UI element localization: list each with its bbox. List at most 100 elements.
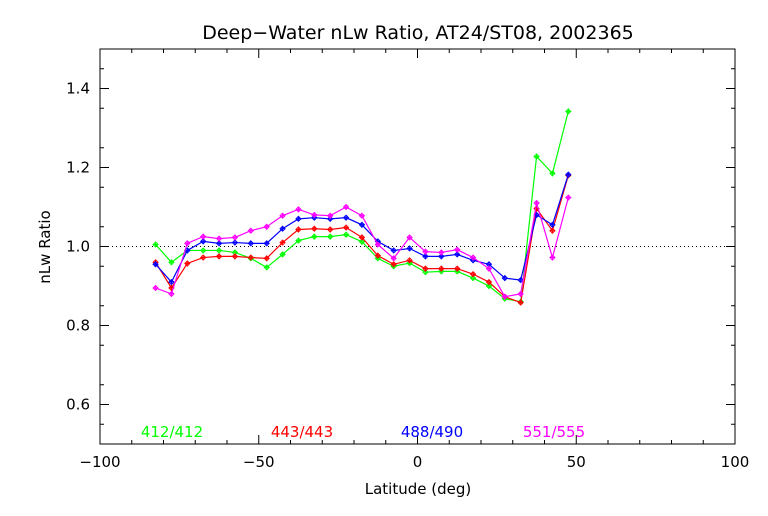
data-point [565,108,572,115]
data-point [215,253,223,260]
data-point [549,170,556,177]
x-axis-label: Latitude (deg) [365,480,471,498]
data-point [342,224,350,231]
data-point [199,247,207,254]
data-point [390,255,397,262]
x-tick-label: −100 [79,453,120,471]
legend-entry: 412/412 [141,423,203,441]
data-point [263,255,270,262]
data-point [390,261,397,268]
data-point [374,241,382,248]
data-point [279,239,286,246]
data-point [326,233,334,240]
data-point [406,245,413,252]
series-443-443 [152,172,572,306]
data-point [422,248,429,255]
data-point [438,265,445,272]
data-point [469,270,477,278]
y-axis-label: nLw Ratio [36,210,54,283]
data-point [517,299,524,306]
data-point [342,203,350,211]
data-point [152,261,159,268]
data-point [326,226,334,233]
data-point [358,234,366,241]
data-point [295,215,302,223]
legend-entry: 551/555 [523,423,585,441]
data-point [152,241,159,248]
data-point [565,194,572,201]
data-point [247,227,255,234]
data-point [231,234,239,241]
data-point [533,199,540,207]
data-point [358,212,366,219]
series-line [155,111,569,303]
data-point [263,240,270,247]
x-tick-label: −50 [243,453,275,471]
y-tick-label: 1.4 [66,80,90,98]
y-tick-label: 1.0 [66,238,90,256]
data-point [231,239,239,246]
data-point [549,227,556,234]
series-551-555 [152,194,572,300]
data-point [311,211,318,219]
data-point [342,214,350,221]
data-point [549,254,556,261]
data-point [549,221,556,228]
x-tick-label: 50 [567,453,586,471]
data-point [199,233,207,240]
data-point [168,290,175,298]
data-point [231,253,239,260]
data-point [168,278,175,286]
data-point [565,171,572,178]
data-point [453,246,461,253]
series-line [155,197,569,298]
data-point [311,233,318,240]
legend-entry: 488/490 [401,423,463,441]
data-point [295,206,302,213]
data-point [358,221,366,228]
data-point [469,254,477,261]
data-point [533,153,540,160]
series-412-412 [152,108,572,306]
data-point [422,265,429,272]
series-488-490 [152,171,572,286]
data-point [295,237,302,244]
legend-entry: 443/443 [271,423,333,441]
data-point [517,290,524,298]
data-point [215,235,223,242]
data-point [184,260,191,267]
x-tick-label: 100 [721,453,750,471]
data-point [501,293,509,300]
y-tick-label: 0.6 [66,396,90,414]
data-point [168,259,175,266]
y-tick-label: 0.8 [66,317,90,335]
data-point [406,257,413,264]
data-point [279,212,286,219]
data-point [485,278,493,286]
data-point [199,254,207,261]
data-point [374,252,382,259]
data-point [263,264,270,271]
data-point [247,240,255,247]
x-tick-label: 0 [413,453,423,471]
data-point [438,249,445,256]
data-point [406,234,413,241]
data-point [184,240,191,247]
data-point [279,225,286,232]
data-point [342,231,350,238]
chart-title: Deep−Water nLw Ratio, AT24/ST08, 2002365 [202,22,634,44]
data-point [501,274,509,282]
data-point [295,226,302,233]
data-point [247,254,255,261]
data-point [453,265,461,272]
data-point [311,225,318,232]
data-point [215,247,223,254]
series-line [155,174,569,284]
data-point [263,223,270,230]
y-tick-label: 1.2 [66,159,90,177]
data-point [485,265,493,272]
data-point [152,284,159,292]
data-point [279,251,286,258]
data-point [390,247,397,254]
